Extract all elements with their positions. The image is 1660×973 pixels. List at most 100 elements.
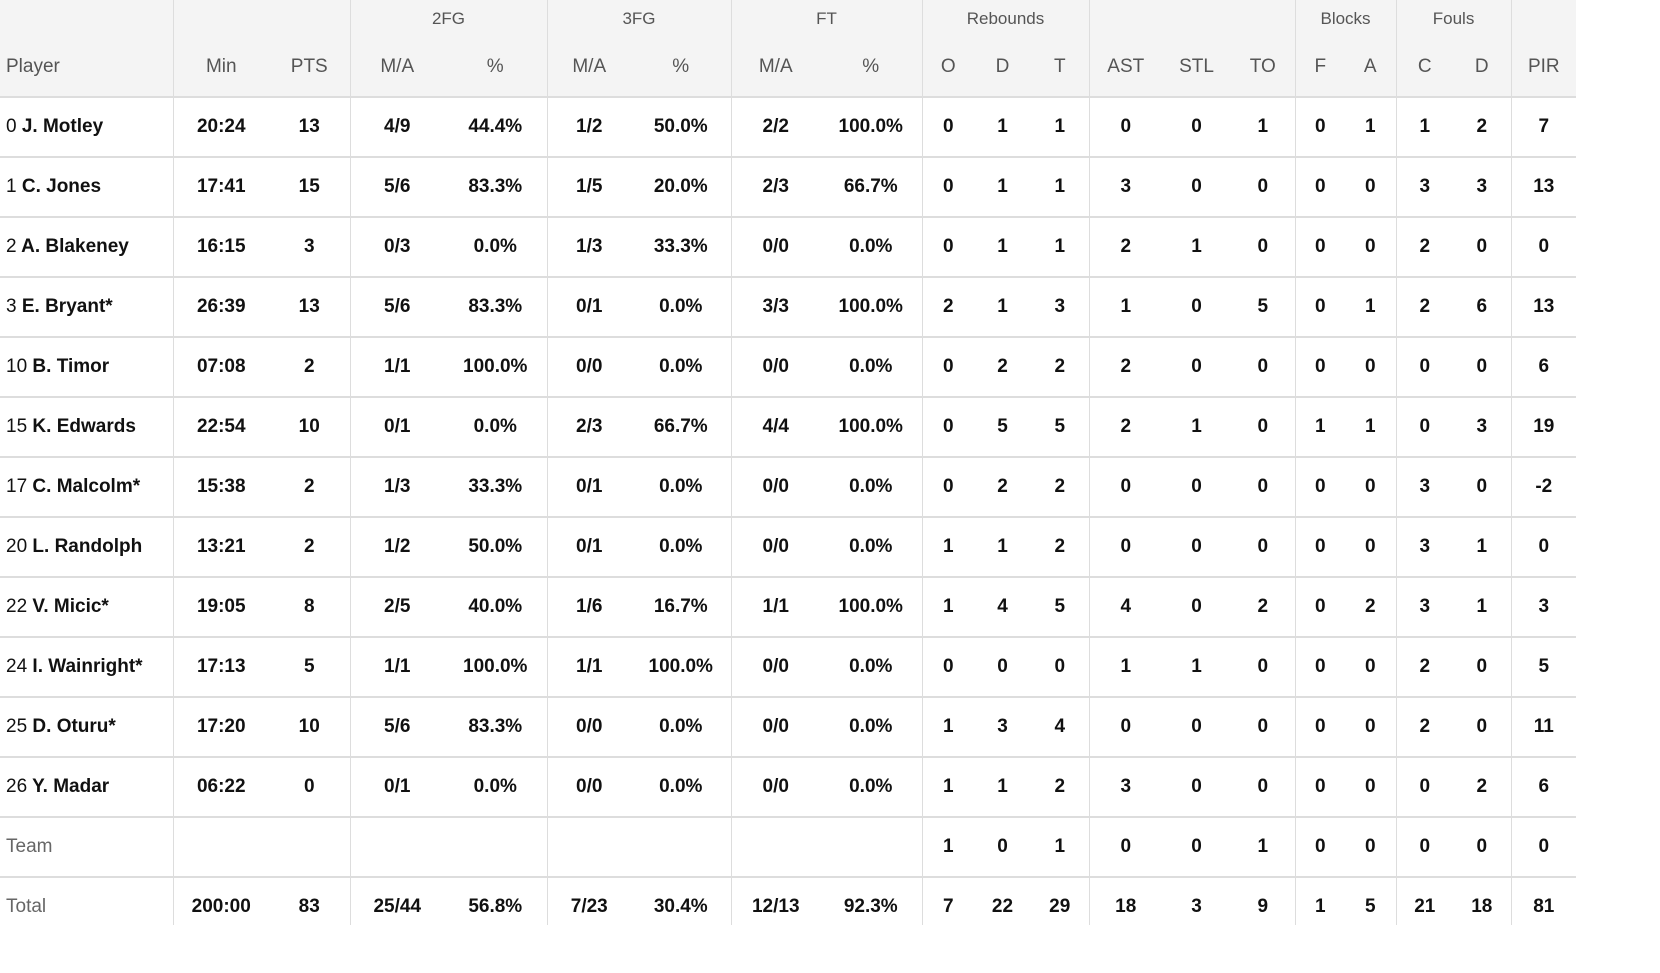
stat-cell-d: 2 <box>1453 757 1512 818</box>
stat-cell-: 0.0% <box>631 457 731 518</box>
stat-cell-d: 0 <box>1453 457 1512 518</box>
column-header[interactable]: T <box>1031 38 1089 98</box>
player-name-cell[interactable]: 26 Y. Madar <box>0 757 173 818</box>
column-header[interactable]: M/A <box>546 38 631 98</box>
column-header[interactable]: D <box>1453 38 1512 98</box>
stat-cell-to: 0 <box>1231 637 1296 698</box>
stat-cell-t: 1 <box>1031 817 1089 878</box>
stat-cell-ma: 0/0 <box>730 337 820 398</box>
stat-cell-f: 0 <box>1294 757 1346 818</box>
player-name[interactable]: K. Edwards <box>32 416 136 437</box>
column-header[interactable]: % <box>631 38 731 98</box>
column-header[interactable]: STL <box>1162 38 1231 98</box>
stat-cell-c: 2 <box>1395 217 1454 278</box>
player-name[interactable]: E. Bryant* <box>21 296 113 317</box>
stat-cell-pir: 11 <box>1510 697 1576 758</box>
stat-cell-t: 3 <box>1031 277 1089 338</box>
stat-cell-ma: 2/2 <box>730 97 820 158</box>
player-name-cell[interactable]: 3 E. Bryant* <box>0 277 173 338</box>
column-header[interactable]: Min <box>172 38 269 98</box>
stat-cell-: 0.0% <box>444 217 547 278</box>
stat-cell-c: 0 <box>1395 337 1454 398</box>
stat-cell-ma: 2/3 <box>730 157 820 218</box>
player-name-cell[interactable]: 1 C. Jones <box>0 157 173 218</box>
player-name[interactable]: V. Micic* <box>32 596 109 617</box>
player-name-cell[interactable]: 10 B. Timor <box>0 337 173 398</box>
stat-cell-pir: 0 <box>1510 817 1576 878</box>
stat-cell-: 0.0% <box>820 337 922 398</box>
stat-cell-pir: -2 <box>1510 457 1576 518</box>
stat-cell-d: 1 <box>974 517 1031 578</box>
column-header[interactable]: C <box>1395 38 1454 98</box>
player-name[interactable]: L. Randolph <box>32 536 143 557</box>
column-header[interactable]: D <box>974 38 1031 98</box>
player-name-cell[interactable]: 25 D. Oturu* <box>0 697 173 758</box>
column-header[interactable]: O <box>921 38 974 98</box>
stat-cell-t: 2 <box>1031 457 1089 518</box>
player-name-cell[interactable]: 0 J. Motley <box>0 97 173 158</box>
stat-cell-stl: 1 <box>1162 637 1231 698</box>
column-header[interactable]: F <box>1294 38 1346 98</box>
player-name[interactable]: J. Motley <box>21 116 104 137</box>
player-name-cell[interactable]: 15 K. Edwards <box>0 397 173 458</box>
stat-cell-ast: 4 <box>1088 577 1162 638</box>
stat-cell-o: 0 <box>921 157 974 218</box>
stat-cell-pts: 13 <box>269 97 350 158</box>
stat-cell-o: 1 <box>921 697 974 758</box>
player-name[interactable]: I. Wainright* <box>32 656 143 677</box>
stat-cell-t: 1 <box>1031 97 1089 158</box>
stat-cell-: 100.0% <box>820 97 922 158</box>
table-row: 3 E. Bryant* 26:39 13 5/6 83.3% 0/1 0.0% 3/3 100… <box>0 277 1576 338</box>
column-header[interactable]: % <box>820 38 922 98</box>
player-name[interactable]: C. Jones <box>21 176 102 197</box>
player-name-cell[interactable]: 17 C. Malcolm* <box>0 457 173 518</box>
player-name-cell[interactable]: 22 V. Micic* <box>0 577 173 638</box>
stat-cell-: 100.0% <box>820 277 922 338</box>
stat-cell-: 83.3% <box>444 697 547 758</box>
column-header[interactable]: PTS <box>269 38 350 98</box>
stat-cell-stl: 0 <box>1162 757 1231 818</box>
stat-cell-: 0.0% <box>631 697 731 758</box>
stat-cell-pts: 10 <box>269 397 350 458</box>
stat-cell-d: 2 <box>974 457 1031 518</box>
stat-cell-ma: 0/0 <box>546 697 631 758</box>
stat-cell-: 0.0% <box>631 757 731 818</box>
group-header: FT <box>730 0 922 38</box>
stat-cell-pts: 8 <box>269 577 350 638</box>
stat-cell-ast: 2 <box>1088 217 1162 278</box>
column-header[interactable]: Player <box>0 38 173 98</box>
stat-cell-d: 1 <box>974 757 1031 818</box>
stat-cell-f: 1 <box>1294 397 1346 458</box>
player-name-cell[interactable]: 24 I. Wainright* <box>0 637 173 698</box>
player-name[interactable]: C. Malcolm* <box>32 476 141 497</box>
column-header[interactable]: % <box>444 38 547 98</box>
column-header[interactable]: AST <box>1088 38 1162 98</box>
column-header[interactable]: M/A <box>349 38 444 98</box>
jersey-number: 3 <box>6 296 17 317</box>
stat-cell-ma: 0/0 <box>730 637 820 698</box>
stat-cell-ma: 0/3 <box>349 217 444 278</box>
player-name-cell[interactable]: 2 A. Blakeney <box>0 217 173 278</box>
player-name-cell[interactable]: 20 L. Randolph <box>0 517 173 578</box>
stat-cell-stl: 3 <box>1191 896 1202 917</box>
stat-cell-ast: 3 <box>1088 757 1162 818</box>
stat-cell-f: 1 <box>1294 877 1346 925</box>
player-name[interactable]: A. Blakeney <box>21 236 129 257</box>
stat-cell-: 100.0% <box>820 397 922 458</box>
stat-cell-to: 0 <box>1231 757 1296 818</box>
stat-cell-pts: 5 <box>269 637 350 698</box>
stat-cell-: 33.3% <box>631 217 731 278</box>
player-name[interactable]: B. Timor <box>32 356 110 377</box>
stat-cell-min: 17:13 <box>172 637 269 698</box>
stat-cell-a: 5 <box>1364 896 1376 917</box>
player-name[interactable]: D. Oturu* <box>32 716 116 737</box>
stat-cell-pts: 2 <box>269 457 350 518</box>
jersey-number: 22 <box>6 596 28 617</box>
player-name[interactable]: Y. Madar <box>32 776 110 797</box>
column-header[interactable]: A <box>1345 38 1397 98</box>
column-header[interactable]: M/A <box>730 38 820 98</box>
stat-cell-ma <box>349 817 444 878</box>
column-header[interactable]: PIR <box>1510 38 1576 98</box>
jersey-number: 17 <box>6 476 28 497</box>
column-header[interactable]: TO <box>1231 38 1296 98</box>
